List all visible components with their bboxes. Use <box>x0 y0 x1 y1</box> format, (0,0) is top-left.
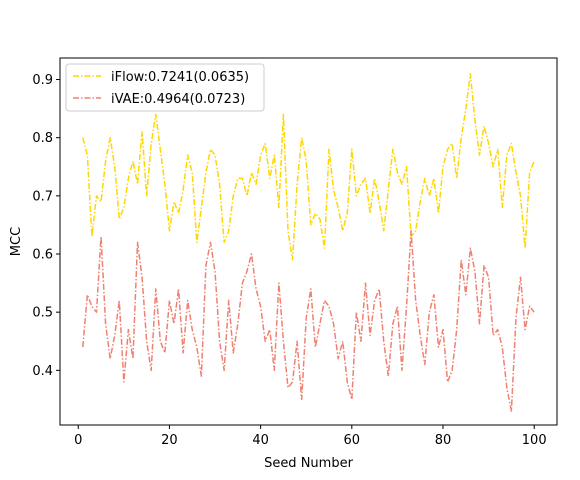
legend-frame <box>65 63 265 112</box>
series-layer <box>82 72 535 412</box>
legend-label-iflow: iFlow:0.7241(0.0635) <box>111 70 249 85</box>
y-tick-label: 0.4 <box>32 364 53 379</box>
x-tick-label: 40 <box>252 433 269 448</box>
x-tick-label: 100 <box>522 433 547 448</box>
x-tick-label: 80 <box>435 433 452 448</box>
x-tick-label: 20 <box>161 433 178 448</box>
axes-layer <box>59 57 558 426</box>
y-tick-label: 0.6 <box>32 248 53 263</box>
plot-frame <box>59 57 558 426</box>
series-line-iflow <box>82 72 535 261</box>
series-line-ivae <box>82 229 535 412</box>
plot-area <box>60 58 557 425</box>
x-tick-label: 0 <box>74 433 82 448</box>
legend: iFlow:0.7241(0.0635) iVAE:0.4964(0.0723) <box>65 63 265 112</box>
legend-label-ivae: iVAE:0.4964(0.0723) <box>111 92 245 107</box>
ticks-layer: 0 20 40 60 80 100 0.4 0.5 0.6 0.7 0.8 0.9 <box>32 73 546 448</box>
y-tick-label: 0.7 <box>32 189 53 204</box>
y-tick-label: 0.5 <box>32 306 53 321</box>
y-tick-label: 0.9 <box>32 73 53 88</box>
y-axis-label: MCC <box>9 227 24 256</box>
y-tick-label: 0.8 <box>32 131 53 146</box>
x-axis-label: Seed Number <box>264 456 354 471</box>
x-tick-label: 60 <box>344 433 361 448</box>
